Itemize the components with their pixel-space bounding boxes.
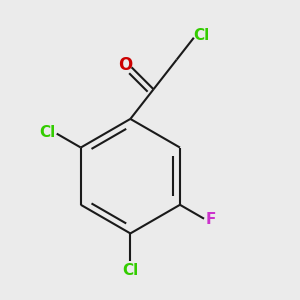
Text: Cl: Cl <box>193 28 209 43</box>
Text: Cl: Cl <box>39 125 56 140</box>
Text: Cl: Cl <box>122 263 139 278</box>
Text: F: F <box>206 212 216 227</box>
Text: O: O <box>118 56 133 74</box>
